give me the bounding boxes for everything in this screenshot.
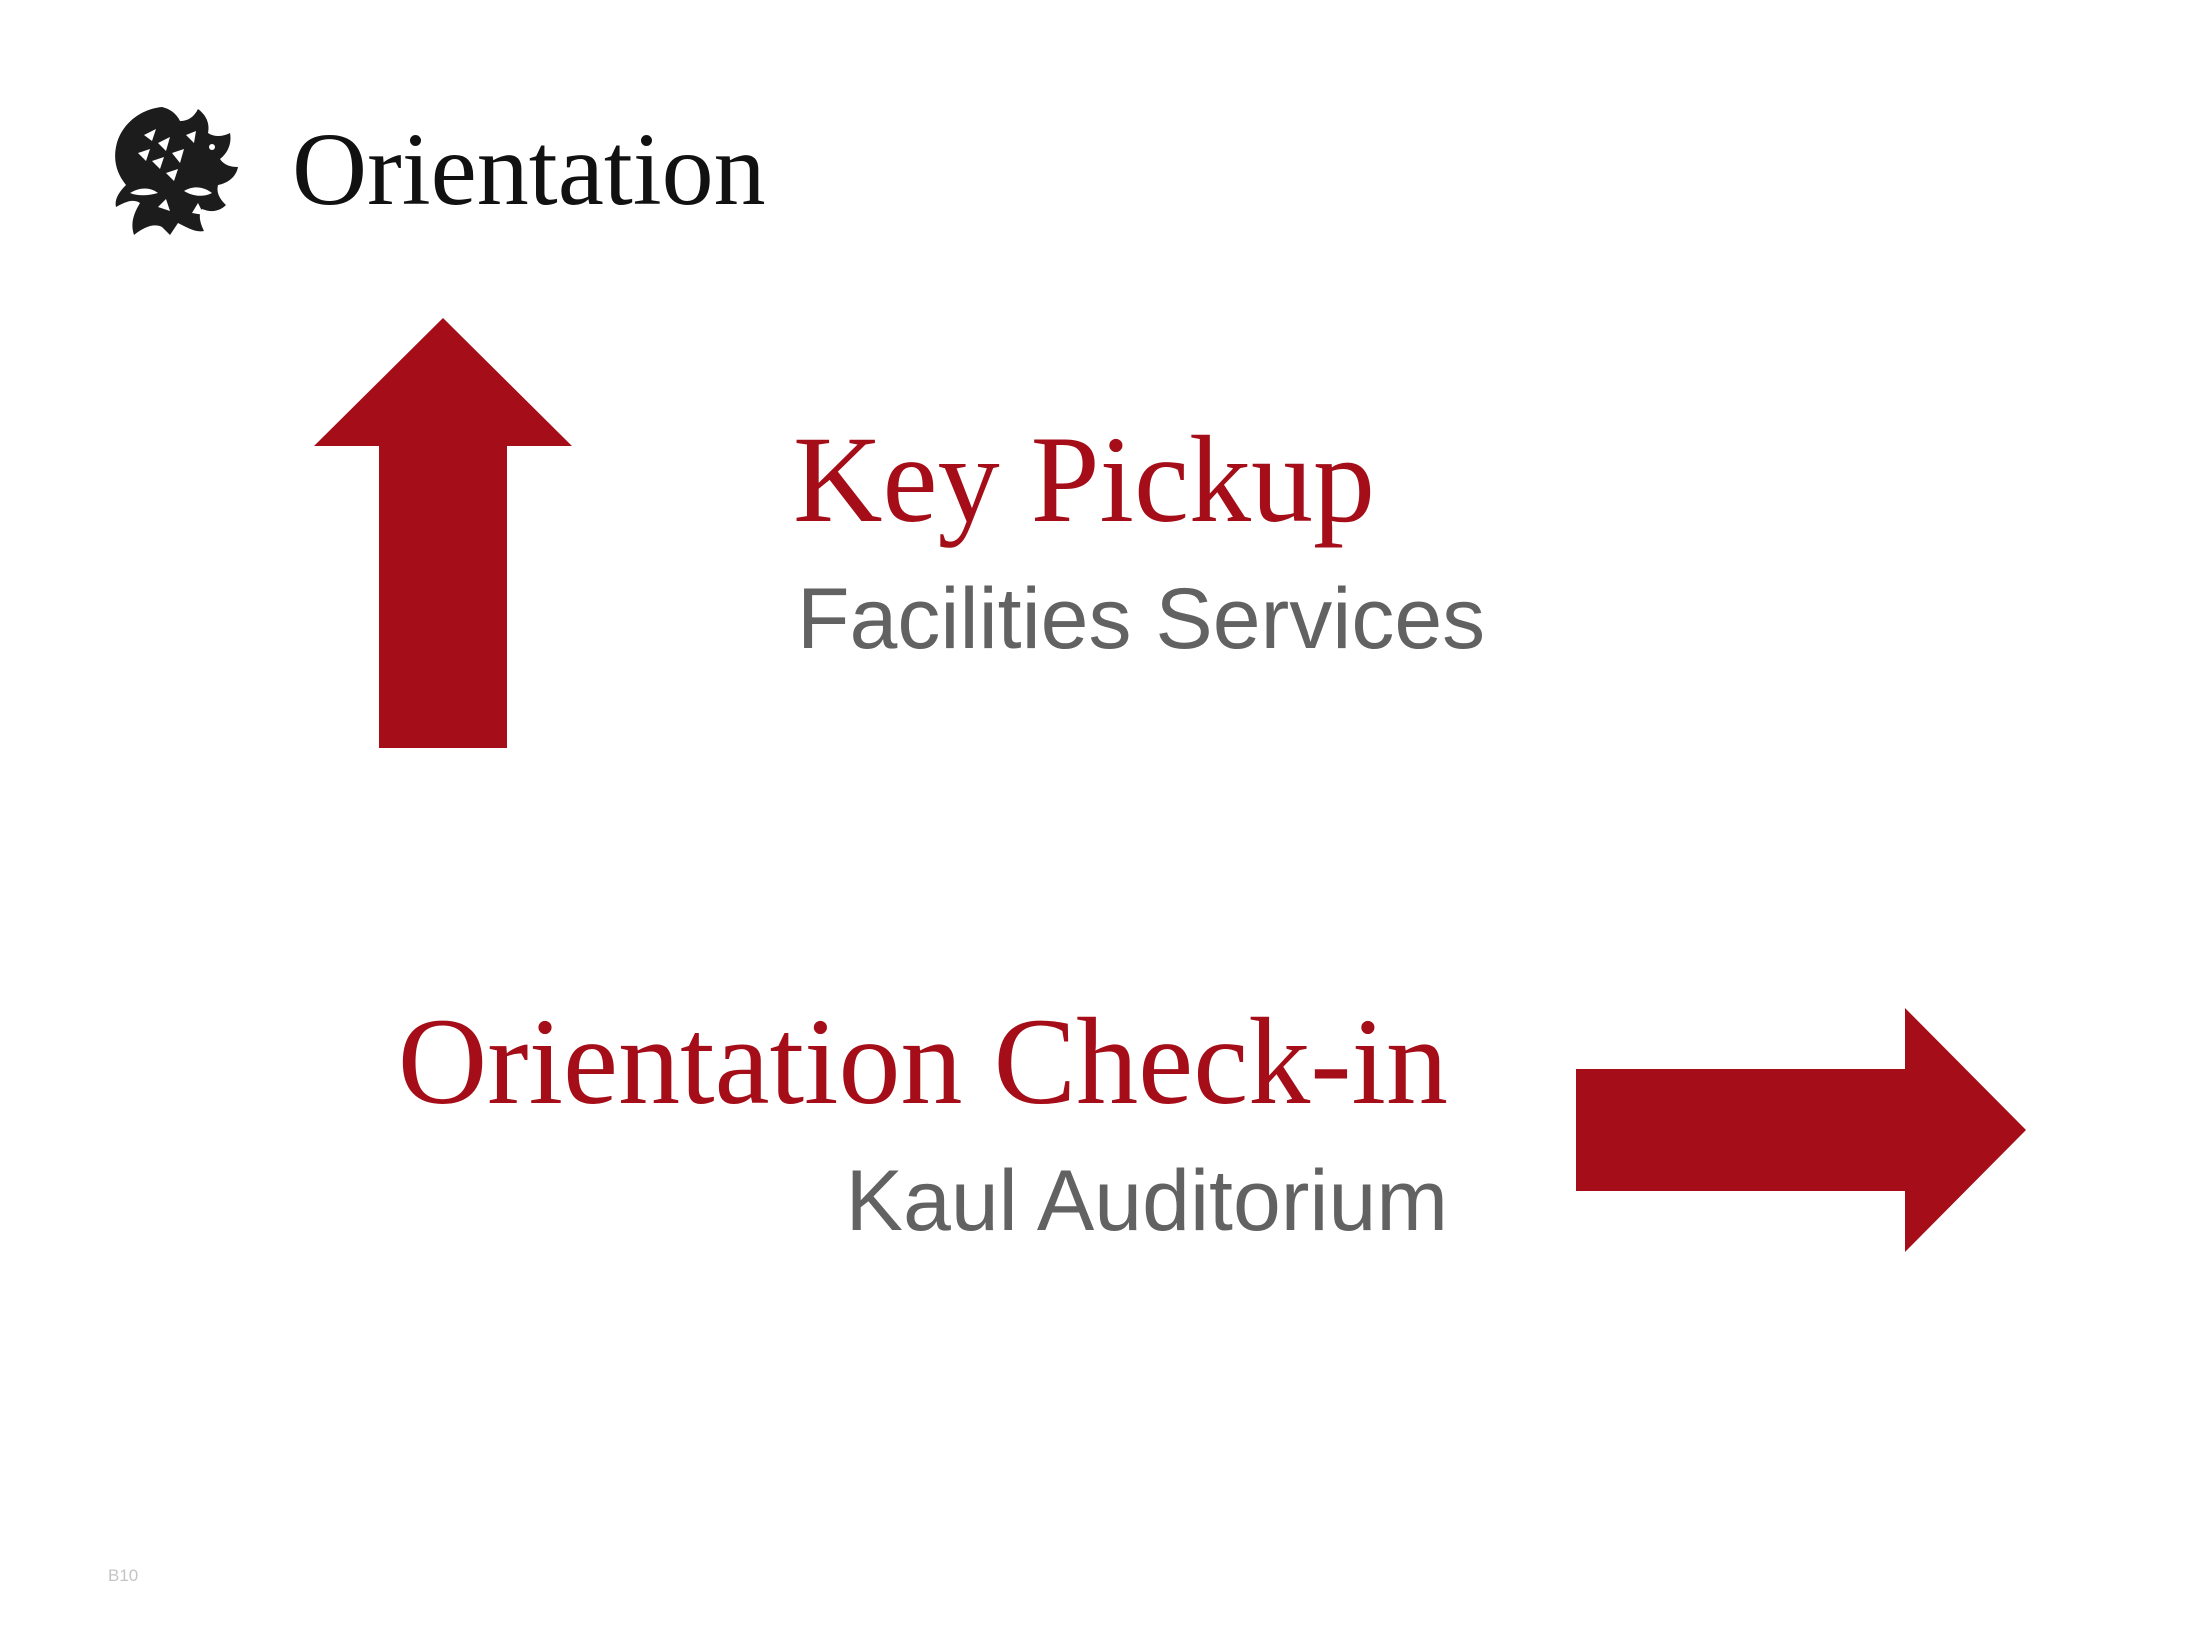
page-code: B10 [108, 1566, 139, 1585]
key-pickup-title: Key Pickup [793, 411, 1376, 548]
check-in-location: Kaul Auditorium [845, 1153, 1448, 1249]
arrow-up-icon [314, 318, 572, 748]
header: Orientation [100, 95, 766, 245]
arrow-right-icon [1576, 1008, 2026, 1252]
griffin-crest-icon [115, 107, 238, 235]
key-pickup-location: Facilities Services [797, 571, 1486, 667]
check-in-title: Orientation Check-in [397, 993, 1448, 1130]
page-title: Orientation [292, 112, 766, 227]
